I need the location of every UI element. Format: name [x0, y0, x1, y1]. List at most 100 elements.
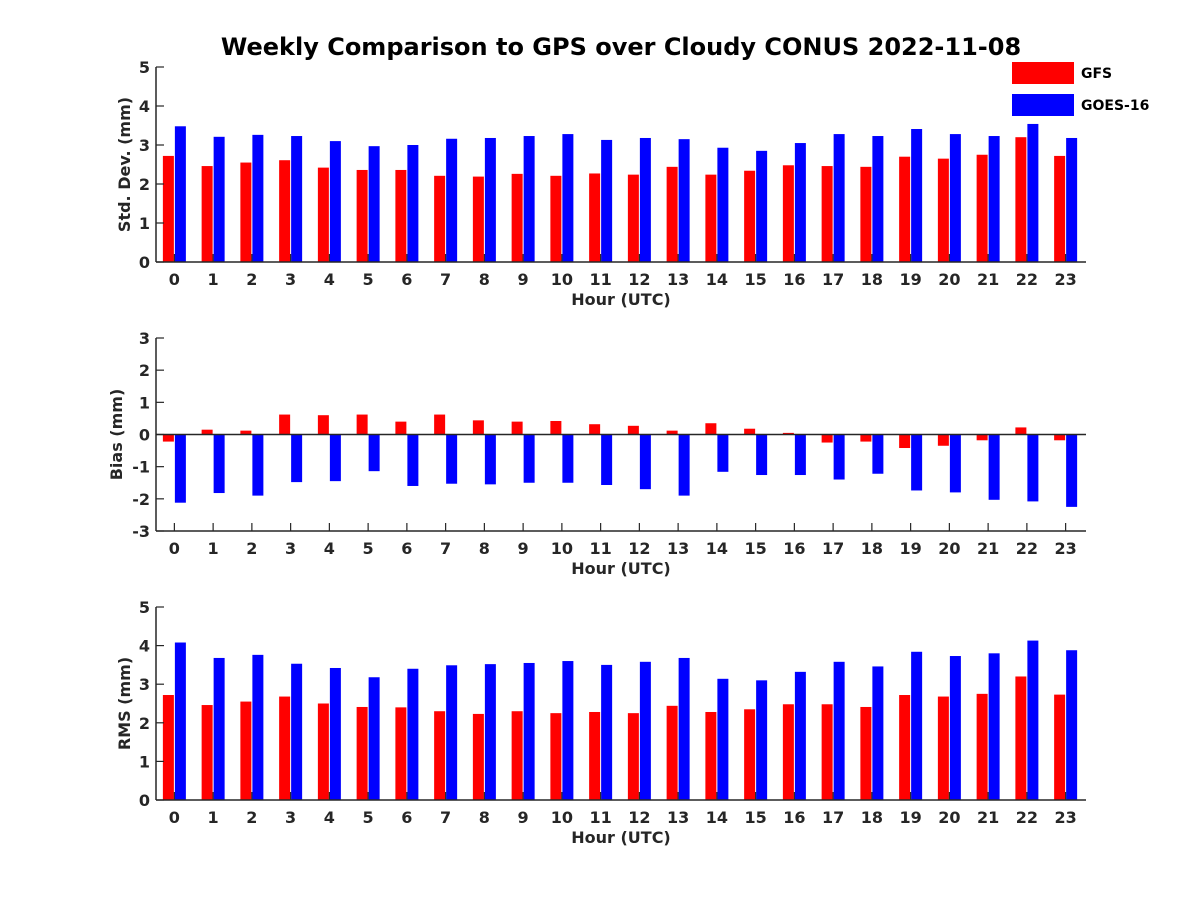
x-tick-label: 17	[822, 808, 844, 827]
bar-goes-16-hour-12	[639, 137, 651, 262]
bar-goes-16-hour-13	[678, 434, 690, 496]
bar-gfs-hour-20	[937, 434, 949, 446]
x-tick-label: 4	[324, 808, 335, 827]
bar-gfs-hour-12	[627, 174, 639, 262]
bar-goes-16-hour-19	[911, 434, 923, 491]
x-tick-label: 14	[706, 539, 728, 558]
y-tick-label: 0	[139, 791, 150, 810]
bar-gfs-hour-8	[472, 176, 484, 262]
y-tick-label: 0	[139, 253, 150, 272]
x-tick-label: 7	[440, 270, 451, 289]
bar-gfs-hour-21	[976, 693, 988, 800]
x-tick-label: 11	[589, 808, 611, 827]
bar-goes-16-hour-8	[484, 664, 496, 800]
bar-gfs-hour-16	[782, 165, 794, 262]
x-tick-label: 10	[551, 539, 573, 558]
x-tick-label: 5	[363, 539, 374, 558]
bar-goes-16-hour-13	[678, 139, 690, 262]
x-tick-label: 19	[899, 808, 921, 827]
bar-goes-16-hour-4	[329, 141, 341, 262]
bar-gfs-hour-4	[317, 415, 329, 435]
bar-gfs-hour-13	[666, 166, 678, 262]
x-tick-label: 4	[324, 270, 335, 289]
x-tick-label: 5	[363, 808, 374, 827]
bar-gfs-hour-20	[937, 158, 949, 262]
bar-goes-16-hour-23	[1066, 434, 1078, 507]
x-tick-label: 21	[977, 808, 999, 827]
x-tick-label: 20	[938, 539, 960, 558]
x-axis-label: Hour (UTC)	[571, 828, 671, 847]
bar-goes-16-hour-5	[368, 146, 380, 262]
y-tick-label: 4	[139, 637, 150, 656]
x-tick-label: 10	[551, 270, 573, 289]
bar-gfs-hour-11	[589, 424, 601, 435]
bar-gfs-hour-6	[395, 707, 407, 800]
bar-gfs-hour-2	[240, 701, 252, 800]
bar-goes-16-hour-9	[523, 434, 535, 483]
bar-goes-16-hour-4	[329, 667, 341, 800]
bar-goes-16-hour-10	[562, 134, 574, 262]
bar-goes-16-hour-7	[446, 434, 458, 484]
bar-gfs-hour-11	[589, 711, 601, 800]
bar-goes-16-hour-16	[794, 434, 806, 476]
x-tick-label: 2	[246, 270, 257, 289]
x-tick-label: 12	[628, 270, 650, 289]
y-tick-label: 5	[139, 598, 150, 617]
y-tick-label: -3	[132, 522, 150, 541]
bar-goes-16-hour-4	[329, 434, 341, 482]
legend-label-goes-16: GOES-16	[1081, 98, 1149, 114]
x-tick-label: 18	[861, 270, 883, 289]
x-tick-label: 0	[169, 808, 180, 827]
y-tick-label: 1	[139, 393, 150, 412]
y-tick-label: 1	[139, 214, 150, 233]
bar-gfs-hour-19	[899, 434, 911, 449]
bar-goes-16-hour-16	[794, 671, 806, 800]
x-tick-label: 3	[285, 539, 296, 558]
x-tick-label: 4	[324, 539, 335, 558]
bar-gfs-hour-16	[782, 432, 794, 435]
bar-goes-16-hour-5	[368, 434, 380, 472]
x-tick-label: 1	[208, 539, 219, 558]
bar-gfs-hour-5	[356, 706, 368, 800]
bar-gfs-hour-23	[1054, 155, 1066, 262]
y-axis-label: RMS (mm)	[115, 657, 134, 750]
chart-title: Weekly Comparison to GPS over Cloudy CON…	[221, 33, 1021, 61]
bar-goes-16-hour-1	[213, 136, 225, 262]
x-tick-label: 14	[706, 808, 728, 827]
bar-gfs-hour-3	[279, 696, 291, 800]
bar-goes-16-hour-18	[872, 666, 884, 800]
bar-goes-16-hour-7	[446, 665, 458, 800]
legend-label-gfs: GFS	[1081, 66, 1112, 82]
x-tick-label: 0	[169, 270, 180, 289]
bar-goes-16-hour-8	[484, 137, 496, 262]
bar-gfs-hour-1	[201, 166, 213, 262]
y-tick-label: 3	[139, 675, 150, 694]
bar-gfs-hour-15	[744, 428, 756, 435]
y-tick-label: 2	[139, 714, 150, 733]
bar-goes-16-hour-3	[291, 434, 303, 483]
bar-gfs-hour-20	[937, 696, 949, 800]
bar-goes-16-hour-3	[291, 663, 303, 800]
x-tick-label: 11	[589, 270, 611, 289]
y-tick-label: 2	[139, 361, 150, 380]
bar-goes-16-hour-22	[1027, 123, 1039, 262]
bar-goes-16-hour-14	[717, 434, 729, 472]
bar-gfs-hour-8	[472, 713, 484, 800]
bar-gfs-hour-14	[705, 423, 717, 435]
x-tick-label: 11	[589, 539, 611, 558]
bar-goes-16-hour-18	[872, 136, 884, 262]
x-tick-label: 15	[744, 270, 766, 289]
bar-goes-16-hour-10	[562, 434, 574, 483]
y-tick-label: 1	[139, 752, 150, 771]
bar-goes-16-hour-15	[756, 150, 768, 262]
x-tick-label: 13	[667, 270, 689, 289]
bar-gfs-hour-0	[162, 695, 174, 800]
bar-goes-16-hour-0	[174, 642, 186, 800]
bar-gfs-hour-23	[1054, 694, 1066, 800]
x-tick-label: 18	[861, 539, 883, 558]
x-tick-label: 22	[1016, 270, 1038, 289]
bar-gfs-hour-7	[434, 711, 446, 800]
bar-gfs-hour-15	[744, 170, 756, 262]
bar-goes-16-hour-9	[523, 136, 535, 262]
